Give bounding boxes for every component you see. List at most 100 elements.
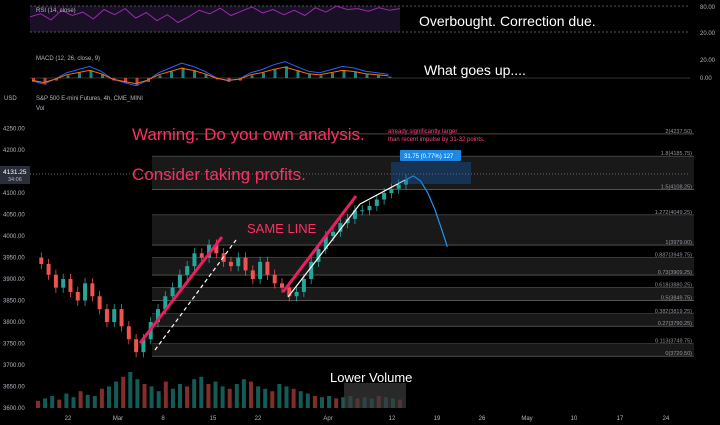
candle-body [207, 244, 212, 258]
candle-body [192, 253, 197, 267]
y-tick-label: 3700.00 [3, 363, 25, 369]
candle-body [83, 283, 88, 301]
lower-volume-label: Lower Volume [330, 370, 412, 385]
macd-label: MACD (12, 26, close, 9) [36, 56, 100, 62]
volume-bar [192, 379, 197, 408]
candle-body [97, 296, 102, 310]
macd-hist-bar [262, 72, 265, 78]
volume-bar [149, 386, 154, 408]
impulse-note-1: already significantly larger [388, 129, 457, 135]
candle-body [177, 274, 182, 288]
volume-bar [270, 391, 275, 408]
volume-bar [64, 393, 69, 408]
candle-body [243, 257, 248, 271]
x-tick-label: 26 [479, 416, 486, 422]
macd-hist-bar [124, 78, 127, 84]
rsi-note: Overbought. Correction due. [419, 13, 596, 29]
candle-body [309, 261, 314, 280]
macd-hist-bar [193, 70, 196, 78]
candle-body [236, 257, 241, 267]
volume-bar [92, 396, 97, 408]
candle-body [389, 188, 394, 194]
candle-body [199, 253, 204, 258]
fib-zone [152, 287, 694, 301]
macd-hist-bar [135, 78, 139, 86]
trendline-white-3 [359, 179, 406, 205]
volume-bar [341, 397, 346, 408]
x-tick-label: 17 [617, 416, 624, 422]
x-tick-label: 8 [161, 416, 165, 422]
candle-body [119, 309, 124, 327]
volume-label: Vol [36, 106, 44, 112]
macd-hist-bar [308, 74, 311, 78]
y-tick-label: 3750.00 [3, 342, 25, 348]
volume-bar [121, 376, 126, 408]
volume-bar [71, 397, 76, 408]
candle-body [360, 210, 365, 212]
volume-bar [263, 388, 268, 408]
macd-hist-bar [66, 75, 70, 78]
volume-bar [213, 381, 218, 408]
macd-hist-bar [285, 66, 288, 78]
warning-text-2: Consider taking profits. [132, 165, 306, 184]
fib-level-label: 0.618(3880.25) [655, 283, 692, 289]
volume-bar [298, 391, 303, 408]
volume-bar [305, 393, 310, 408]
x-tick-label: May [521, 416, 532, 422]
candle-body [170, 287, 175, 297]
candle-body [46, 264, 51, 275]
volume-bar [135, 379, 140, 408]
y-tick-label: 3850.00 [3, 299, 25, 305]
candlesticks [39, 174, 408, 358]
trendline-pink-1 [138, 236, 224, 344]
fib-zone [152, 313, 694, 327]
x-tick-label: 19 [434, 416, 441, 422]
macd-note: What goes up.... [424, 62, 526, 78]
macd-hist-bar [319, 75, 323, 78]
macd-hist-bar [43, 78, 47, 85]
volume-bar [199, 376, 204, 408]
macd-pane: MACD (12, 26, close, 9) What goes up....… [30, 56, 716, 87]
macd-hist-bar [204, 74, 208, 78]
volume-bar [178, 384, 182, 408]
volume-bar [320, 397, 324, 408]
rsi-axis-80: 80.00 [700, 5, 716, 11]
macd-hist-bar [181, 67, 185, 78]
fib-level-label: 0(3720.50) [665, 351, 692, 357]
measure-label: 31.75 (0.77%) 127 [404, 154, 454, 160]
candle-body [382, 193, 387, 200]
macd-axis-20: 20.00 [700, 58, 716, 64]
volume-bar [163, 381, 168, 408]
candle-body [163, 296, 168, 310]
candle-body [104, 309, 109, 323]
macd-hist-bar [89, 70, 93, 78]
macd-hist-bar [331, 72, 334, 78]
volume-bar [156, 391, 161, 408]
price-tag-value: 4131.25 [3, 169, 27, 176]
rsi-axis-20: 20.00 [700, 31, 716, 37]
volume-bar [57, 399, 62, 408]
fib-zone [152, 257, 694, 276]
candle-body [301, 279, 306, 292]
candle-body [323, 236, 328, 249]
macd-hist-bar [296, 70, 300, 78]
volume-bars [36, 372, 403, 408]
x-tick-label: 10 [571, 416, 578, 422]
macd-hist-bar [78, 72, 81, 78]
fib-level-label: 0.382(3819.25) [655, 309, 692, 315]
volume-bar [256, 386, 261, 408]
y-tick-label: 3600.00 [3, 406, 25, 412]
candle-body [75, 291, 80, 301]
volume-bar [43, 398, 48, 408]
measure-tag [400, 150, 461, 161]
macd-hist-bar [55, 78, 58, 81]
fib-level-label: 0.887(3949.75) [655, 253, 692, 259]
macd-hist-bar [32, 78, 35, 82]
y-tick-label: 3650.00 [3, 385, 25, 391]
candle-body [258, 261, 263, 280]
volume-bar [327, 396, 332, 408]
volume-bar [50, 396, 55, 408]
macd-hist-bar [342, 70, 346, 78]
candle-body [338, 223, 343, 232]
